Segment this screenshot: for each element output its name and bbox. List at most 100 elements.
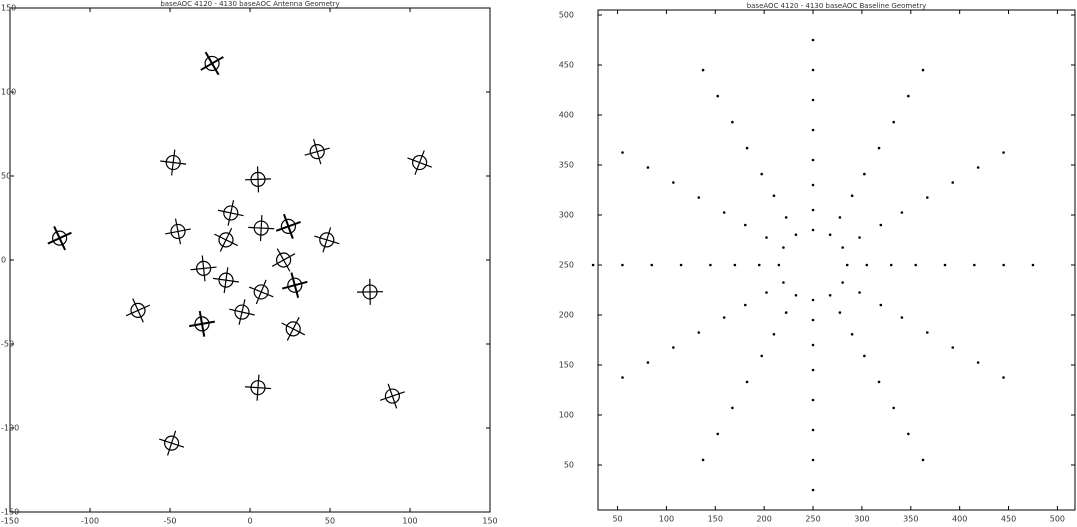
baseline-dot xyxy=(731,406,734,410)
antenna-marker xyxy=(281,272,308,299)
baseline-dot xyxy=(722,316,726,319)
baseline-dot xyxy=(1031,263,1035,267)
antenna-marker xyxy=(125,298,151,323)
y-tick-label: 300 xyxy=(559,211,574,220)
baseline-dot xyxy=(733,263,737,267)
x-tick-label: 300 xyxy=(854,515,869,524)
antenna-cross xyxy=(256,374,260,401)
baseline-dot xyxy=(926,331,929,334)
y-tick-label: -100 xyxy=(1,424,19,433)
antenna-circle xyxy=(234,304,250,320)
y-tick-label: 100 xyxy=(559,411,574,420)
baseline-dot xyxy=(863,172,866,176)
antenna-marker xyxy=(190,255,217,282)
antenna-marker xyxy=(407,150,432,175)
plot: baseAOC 4120 - 4130 baseAOC Antenna Geom… xyxy=(1,0,498,526)
antenna-marker xyxy=(281,317,306,341)
antenna-marker xyxy=(248,215,275,242)
baseline-dot xyxy=(794,294,798,297)
baseline-dot xyxy=(879,303,883,307)
baseline-dot xyxy=(646,166,650,169)
baseline-dot xyxy=(877,380,881,384)
x-tick-label: 50 xyxy=(612,515,622,524)
baseline-dot xyxy=(838,216,842,219)
baseline-dot xyxy=(784,216,788,219)
x-tick-label: 100 xyxy=(402,517,417,526)
antenna-marker xyxy=(229,299,255,325)
antenna-circle xyxy=(170,223,186,240)
antenna-marker xyxy=(200,51,224,76)
x-tick-label: 250 xyxy=(805,515,820,524)
x-tick-label: 450 xyxy=(1001,515,1016,524)
baseline-dot xyxy=(879,223,883,227)
x-tick-label: -100 xyxy=(81,517,99,526)
baseline-dot xyxy=(722,211,726,214)
baseline-dot xyxy=(760,354,764,358)
x-tick-label: 400 xyxy=(952,515,967,524)
x-tick-label: 500 xyxy=(1050,515,1065,524)
baseline-dot xyxy=(811,488,815,492)
baseline-dot xyxy=(811,183,815,187)
baseline-dot xyxy=(672,181,675,184)
y-tick-label: 200 xyxy=(559,311,574,320)
antenna-circle xyxy=(196,260,212,276)
baseline-dot xyxy=(858,236,861,239)
baseline-dot xyxy=(811,68,815,72)
baseline-dot xyxy=(709,263,712,267)
antenna-marker xyxy=(213,267,239,294)
baseline-dot xyxy=(828,294,832,297)
baseline-dot xyxy=(811,208,815,212)
antenna-cross xyxy=(204,51,220,76)
baseline-dot xyxy=(697,196,701,199)
baseline-dot xyxy=(757,263,761,267)
baseline-dot xyxy=(892,120,895,124)
plot-frame xyxy=(597,9,1076,511)
baseline-dot xyxy=(679,263,683,267)
y-tick-label: 500 xyxy=(559,11,574,20)
baseline-dot xyxy=(811,398,815,402)
antenna-marker xyxy=(47,225,72,251)
baseline-dot xyxy=(811,428,815,432)
baseline-dot xyxy=(973,263,976,267)
baseline-dot xyxy=(701,458,705,462)
y-tick-label: 250 xyxy=(559,261,574,270)
x-tick-label: 200 xyxy=(757,515,772,524)
baseline-dot xyxy=(672,346,675,349)
antenna-cross xyxy=(174,218,182,245)
baseline-dot xyxy=(811,158,815,162)
baseline-dot xyxy=(650,263,654,267)
x-tick-label: 350 xyxy=(903,515,918,524)
baseline-dot xyxy=(914,263,917,267)
baseline-dot xyxy=(811,458,815,462)
baseline-dot xyxy=(900,316,904,319)
antenna-cross xyxy=(322,227,332,253)
baseline-dot xyxy=(828,233,832,236)
baseline-dot xyxy=(765,291,768,294)
antenna-circle xyxy=(130,302,146,318)
antenna-cross xyxy=(256,166,260,193)
antenna-cross xyxy=(286,317,300,341)
antenna-marker xyxy=(244,374,272,401)
baseline-dot xyxy=(1002,263,1005,267)
antenna-circle xyxy=(412,154,428,171)
antenna-circle xyxy=(384,388,400,404)
antenna-marker xyxy=(314,227,340,253)
baseline-dot xyxy=(811,318,815,322)
baseline-dot xyxy=(591,263,595,267)
baseline-dot xyxy=(777,263,781,267)
antenna-cross xyxy=(259,215,263,242)
y-tick-label: 50 xyxy=(564,461,574,470)
baseline-dot xyxy=(850,194,854,197)
baseline-dot xyxy=(1002,376,1005,379)
baseline-dot xyxy=(907,94,910,98)
baseline-dot xyxy=(811,38,815,42)
baseline-dot xyxy=(976,166,980,169)
antenna-circle xyxy=(223,205,239,221)
antenna-circle xyxy=(253,284,269,300)
y-tick-label: 50 xyxy=(1,172,11,181)
baseline-dot xyxy=(621,151,624,154)
antenna-marker xyxy=(165,218,191,245)
antenna-marker xyxy=(217,200,244,226)
antenna-cross xyxy=(414,150,425,175)
x-tick-label: 0 xyxy=(247,517,252,526)
